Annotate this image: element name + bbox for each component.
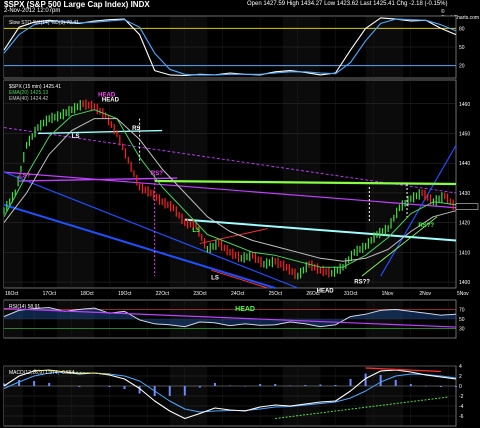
tick-label-price: 1410 bbox=[459, 250, 470, 256]
tick-label-price: 1440 bbox=[459, 161, 470, 167]
ema20-legend: EMA(20) 1425.13 bbox=[9, 90, 48, 96]
channel-red-lower bbox=[211, 269, 268, 289]
tick-label-rsi: 30 bbox=[459, 327, 465, 333]
tick-label-price: 1420 bbox=[459, 221, 470, 227]
x-axis-tick-label: 2Nov bbox=[419, 291, 431, 297]
annotation-label: RS bbox=[132, 126, 140, 132]
price-legend: $SPX (15 min) 1425.41 bbox=[9, 84, 61, 90]
tick-label-macd: -2 bbox=[459, 394, 464, 400]
x-axis-tick-label: 24Oct bbox=[231, 291, 245, 297]
x-axis-tick-label: 5Nov bbox=[457, 291, 469, 297]
annotation-label: LS bbox=[211, 276, 219, 282]
tick-label-macd: -4 bbox=[459, 404, 464, 410]
x-axis-tick-label: 17Oct bbox=[43, 291, 57, 297]
tick-label-price: 1400 bbox=[459, 280, 470, 286]
ema40-legend: EMA(40) 1424.42 bbox=[9, 96, 48, 102]
tick-label-macd: 0 bbox=[459, 384, 462, 390]
tick-label-rsi: 70 bbox=[459, 308, 465, 314]
trendline-magenta-dashed bbox=[3, 127, 457, 194]
x-axis-tick-label: 22Oct bbox=[156, 291, 170, 297]
tick-label-slow-stochastic: 50 bbox=[459, 45, 465, 51]
tick-label-macd: -6 bbox=[459, 414, 464, 420]
annotation-label: HEAD bbox=[102, 97, 120, 103]
trendline-blue-upper bbox=[3, 171, 299, 289]
neckline-green bbox=[154, 179, 457, 186]
source-credit: © StockCharts.com bbox=[441, 9, 480, 21]
trendline-light-green bbox=[361, 216, 438, 277]
macd-divergence-red bbox=[365, 367, 441, 373]
trendline-blue-rising bbox=[380, 145, 457, 277]
channel-red bbox=[199, 228, 268, 244]
tick-label-slow-stochastic: 20 bbox=[459, 64, 465, 70]
annotation-label: LS? bbox=[19, 173, 31, 179]
tick-label-price: 1450 bbox=[459, 131, 470, 137]
neckline-cyan-upper bbox=[37, 129, 163, 135]
x-axis-tick-label: 19Oct bbox=[118, 291, 132, 297]
macd-legend: MACD(12,26,9) 1.374, -0.554 bbox=[9, 370, 75, 376]
trendline-blue-lower bbox=[3, 203, 276, 289]
stochastic-line bbox=[3, 17, 457, 77]
ema-line bbox=[3, 118, 457, 262]
annotation-label: LS bbox=[192, 228, 200, 234]
ema-line bbox=[3, 109, 457, 268]
x-axis-tick-label: 25Oct bbox=[269, 291, 283, 297]
rsi-legend: RSI(14) 58.91 bbox=[9, 304, 40, 310]
stochastic-line bbox=[3, 18, 457, 76]
annotation-label: HEAD bbox=[317, 288, 335, 294]
tick-label-macd: 4 bbox=[459, 364, 462, 370]
rsi-line bbox=[3, 307, 457, 328]
neckline-magenta bbox=[19, 177, 178, 182]
annotation-label: HEAD bbox=[98, 92, 116, 98]
ohlc-readout: Open 1427.59 High 1434.27 Low 1423.62 La… bbox=[247, 1, 448, 7]
macd-trendline-green bbox=[275, 396, 449, 419]
rsi-fill bbox=[4, 307, 456, 327]
annotation-label: RS?? bbox=[418, 223, 434, 229]
tick-label-price: 1460 bbox=[459, 102, 470, 108]
rsi-annotation: HEAD bbox=[235, 306, 255, 313]
annotation-label: RS?? bbox=[354, 280, 370, 286]
tick-label-rsi: 50 bbox=[459, 317, 465, 323]
stochastic-legend: Slow STO %K(14) %D(3) 70.41 bbox=[9, 20, 79, 26]
x-axis-tick-label: 16Oct bbox=[5, 291, 19, 297]
x-axis-tick-label: 26Oct bbox=[306, 291, 320, 297]
tick-label-slow-stochastic: 80 bbox=[459, 26, 465, 32]
last-price-box bbox=[455, 203, 479, 210]
symbol-title: $SPX (S&P 500 Large Cap Index) INDX bbox=[4, 0, 150, 9]
tick-label-macd: 2 bbox=[459, 374, 462, 380]
rsi-trendline bbox=[3, 307, 457, 328]
date-line: 2-Nov-2012 12:07pm bbox=[4, 8, 61, 14]
x-axis-tick-label: 31Oct bbox=[344, 291, 358, 297]
annotation-label: LS bbox=[72, 134, 80, 140]
x-axis-tick-label: 1Nov bbox=[382, 291, 394, 297]
trendline-magenta bbox=[3, 171, 457, 209]
annotation-label: RS? bbox=[151, 171, 163, 177]
macd-line bbox=[3, 369, 457, 420]
session-shade bbox=[4, 80, 23, 288]
x-axis-tick-label: 23Oct bbox=[193, 291, 207, 297]
tick-label-price: 1430 bbox=[459, 191, 470, 197]
x-axis-tick-label: 18Oct bbox=[80, 291, 94, 297]
